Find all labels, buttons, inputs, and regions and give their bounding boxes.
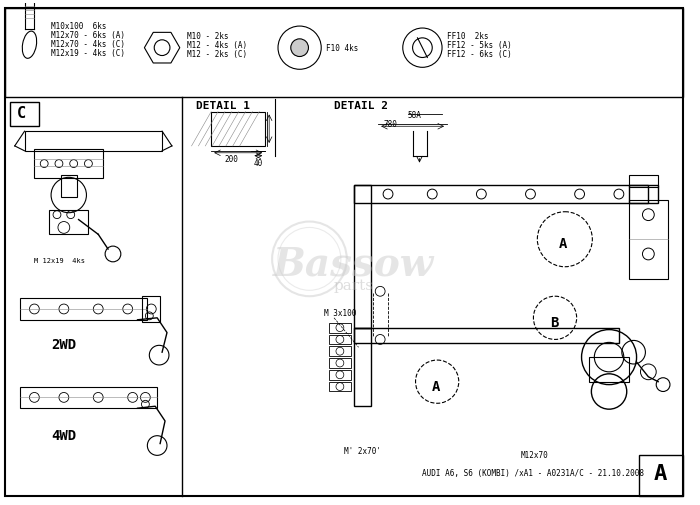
Bar — [20, 298, 148, 320]
Text: AUDI A6, S6 (KOMBI) /xA1 - A0231A/C - 21.10.2008: AUDI A6, S6 (KOMBI) /xA1 - A0231A/C - 21… — [422, 468, 645, 477]
Text: A: A — [559, 237, 567, 251]
Bar — [354, 186, 648, 204]
Bar — [629, 176, 658, 188]
Text: M' 2x70': M' 2x70' — [344, 445, 381, 455]
Text: M10 - 2ks: M10 - 2ks — [187, 32, 228, 41]
Bar — [329, 346, 351, 357]
Text: 2WD: 2WD — [51, 338, 76, 352]
Text: A: A — [432, 379, 440, 393]
Bar — [329, 359, 351, 368]
Bar — [629, 186, 658, 204]
Text: 200: 200 — [224, 155, 238, 164]
Text: 4WD: 4WD — [51, 428, 76, 442]
Text: M 3x100: M 3x100 — [324, 309, 356, 317]
Text: 780: 780 — [383, 120, 397, 129]
Text: M12 - 2ks (C): M12 - 2ks (C) — [187, 49, 247, 59]
Bar — [10, 103, 39, 127]
Text: parts: parts — [334, 279, 374, 293]
Text: DETAIL 1: DETAIL 1 — [197, 100, 251, 111]
Text: C: C — [17, 106, 26, 120]
Text: F10 4ks: F10 4ks — [326, 43, 358, 53]
Text: B: B — [550, 315, 559, 329]
Bar — [25, 132, 162, 152]
Text: FF12 - 6ks (C): FF12 - 6ks (C) — [447, 49, 512, 59]
Bar — [61, 176, 76, 197]
Text: M12x70 - 6ks (A): M12x70 - 6ks (A) — [51, 31, 125, 40]
Text: FF12 - 5ks (A): FF12 - 5ks (A) — [447, 41, 512, 49]
Text: A: A — [653, 463, 666, 483]
Text: M10x100  6ks: M10x100 6ks — [51, 22, 106, 31]
Text: 58A: 58A — [407, 110, 421, 119]
Circle shape — [290, 40, 309, 58]
Bar — [629, 200, 668, 279]
Bar — [20, 387, 158, 409]
Bar — [354, 328, 619, 344]
Text: M12x70 - 4ks (C): M12x70 - 4ks (C) — [51, 40, 125, 48]
Bar — [589, 358, 629, 382]
Bar — [354, 328, 371, 407]
Bar — [354, 186, 371, 328]
Bar — [142, 296, 160, 322]
Bar — [638, 456, 682, 495]
Bar — [49, 211, 88, 235]
Text: 40: 40 — [253, 159, 262, 167]
Bar — [329, 335, 351, 344]
Text: M12 - 4ks (A): M12 - 4ks (A) — [187, 41, 247, 49]
Text: DETAIL 2: DETAIL 2 — [334, 100, 388, 111]
Bar — [34, 149, 103, 179]
Bar — [5, 10, 682, 97]
Text: Bassow: Bassow — [273, 245, 434, 283]
Bar — [329, 323, 351, 333]
Text: M12x70: M12x70 — [521, 450, 548, 460]
Bar — [329, 382, 351, 392]
Bar — [211, 112, 265, 146]
Text: M 12x19  4ks: M 12x19 4ks — [34, 258, 85, 264]
Bar — [329, 370, 351, 380]
Text: M12x19 - 4ks (C): M12x19 - 4ks (C) — [51, 48, 125, 58]
Text: FF10  2ks: FF10 2ks — [447, 32, 489, 41]
